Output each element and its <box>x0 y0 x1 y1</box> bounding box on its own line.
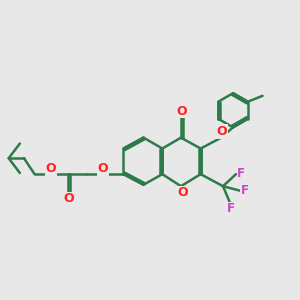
Text: F: F <box>227 202 235 215</box>
Text: O: O <box>176 105 187 118</box>
Text: F: F <box>237 167 245 180</box>
Text: F: F <box>241 184 249 197</box>
Text: O: O <box>63 192 74 206</box>
Text: O: O <box>98 162 108 175</box>
Text: O: O <box>217 125 227 138</box>
Text: O: O <box>177 187 188 200</box>
Text: O: O <box>46 162 56 175</box>
